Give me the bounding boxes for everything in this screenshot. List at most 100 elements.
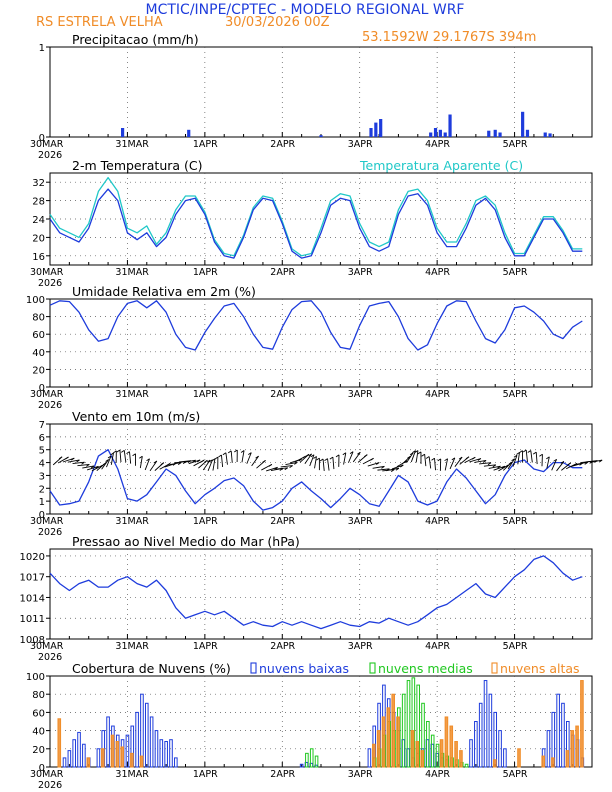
wind-barb-head [508,461,513,465]
wind-barb-head [81,461,85,465]
wind-barb-head [139,455,143,459]
wind-barb-head [107,455,112,459]
panel-frame-0 [49,46,593,138]
x-year-label: 2026 [38,527,62,538]
wind-barb-head [255,455,259,459]
cloud-bar-baixas [488,693,493,768]
wind-barb-head [477,458,482,461]
wind-barb-shaft [406,452,414,463]
x-tick-label: 4APR [425,769,450,780]
wind-barb-shaft [454,456,463,467]
x-tick-label: 2APR [270,139,295,150]
cloud-bar-baixas [82,743,86,768]
wind-barb-shaft [225,452,228,465]
wind-barb-head [313,456,317,459]
cloud-bar-medias [314,755,319,768]
x-tick-label: 30MAR [30,641,64,652]
cloud-bar-baixas [561,702,565,768]
x-tick-label: 4APR [425,139,450,150]
x-tick-label: 2APR [270,641,295,652]
x-tick-label: 30MAR [30,389,64,400]
x-tick-label: 4APR [425,641,450,652]
cloud-bar-baixas [546,730,551,768]
wind-barb-shaft [575,461,588,465]
cloud-bar-baixas [174,757,178,768]
y-tick-label: 16 [32,252,45,263]
wind-barb-shaft [590,459,603,463]
wind-barb-shaft [507,458,515,470]
wind-barb-shaft [123,450,127,463]
precip-bar [438,129,442,137]
cloud-bar-altas [376,730,381,768]
x-tick-label: 4APR [425,389,450,400]
precip-bar [548,133,552,137]
cloud-bar-medias [464,763,469,768]
wind-barb-head [204,459,208,463]
wind-barb-head [567,462,571,466]
wind-barb-head [395,467,400,471]
wind-barb-shaft [372,465,385,469]
wind-barb-shaft [314,456,317,469]
cloud-bar-altas [570,730,575,768]
wind-barb-head [90,465,95,469]
cloud-bar-baixas [106,716,110,768]
x-year-label: 2026 [38,278,62,289]
wind-barb-shaft [551,459,558,471]
wind-barb-head [274,466,278,470]
wind-barb-head [522,449,527,453]
cloud-bar-baixas [77,731,81,768]
wind-barb-head [527,450,532,453]
wind-barb-head [153,460,158,464]
wind-barb-head [95,465,99,469]
wind-barb-head [298,458,302,462]
x-tick-label: 2APR [270,769,295,780]
cloud-bar-altas [139,755,144,768]
wind-barb-shaft [119,449,122,463]
wind-barb-head [329,456,334,460]
wind-barb-head [409,452,414,456]
cloud-bar-altas [493,759,497,768]
wind-barb-shaft [488,465,501,469]
wind-barb-shaft [230,450,233,463]
cloud-bar-baixas [154,730,159,768]
series-line-1 [49,176,583,257]
wind-barb-head [465,456,470,460]
wind-barb-head [431,457,435,461]
x-tick-label: 4APR [425,516,450,527]
wind-barb-shaft [86,465,99,471]
wind-barb-head [222,452,227,456]
wind-barb-shaft [285,461,298,466]
panel-title: Vento em 10m (m/s) [72,409,200,424]
wind-barb-shaft [251,455,259,467]
wind-barb-shaft [67,459,80,463]
x-tick-label: 31MAR [115,641,149,652]
wind-barb-head [375,462,380,465]
wind-barb-shaft [585,460,598,463]
wind-barb-shaft [275,467,288,470]
wind-barb-shaft [343,452,347,465]
y-tick-label: 80 [32,690,45,701]
cloud-bar-medias [406,680,411,768]
wind-barb-shaft [444,458,449,471]
wind-barb-shaft [304,453,312,465]
wind-barb-shaft [149,460,158,472]
wind-barb-head [324,458,328,461]
cloud-bar-altas [381,716,386,768]
wind-barb-head [519,450,523,453]
wind-barb-shaft [387,467,400,471]
cloud-bar-altas [391,693,395,768]
y-tick-label: 60 [32,708,45,719]
wind-barb-head [58,456,63,460]
cloud-bar-baixas [483,680,488,768]
wind-barb-shaft [101,459,109,470]
wind-barb-head [437,458,441,462]
precip-bar [543,132,547,137]
wind-barb-head [200,459,205,463]
wind-barb-head [302,455,306,459]
wind-barb-head [76,459,80,463]
cloud-bar-baixas [474,721,478,768]
wind-barb-shaft [106,455,112,468]
cloud-bar-baixas [299,763,304,768]
y-tick-label: 100 [26,672,45,683]
